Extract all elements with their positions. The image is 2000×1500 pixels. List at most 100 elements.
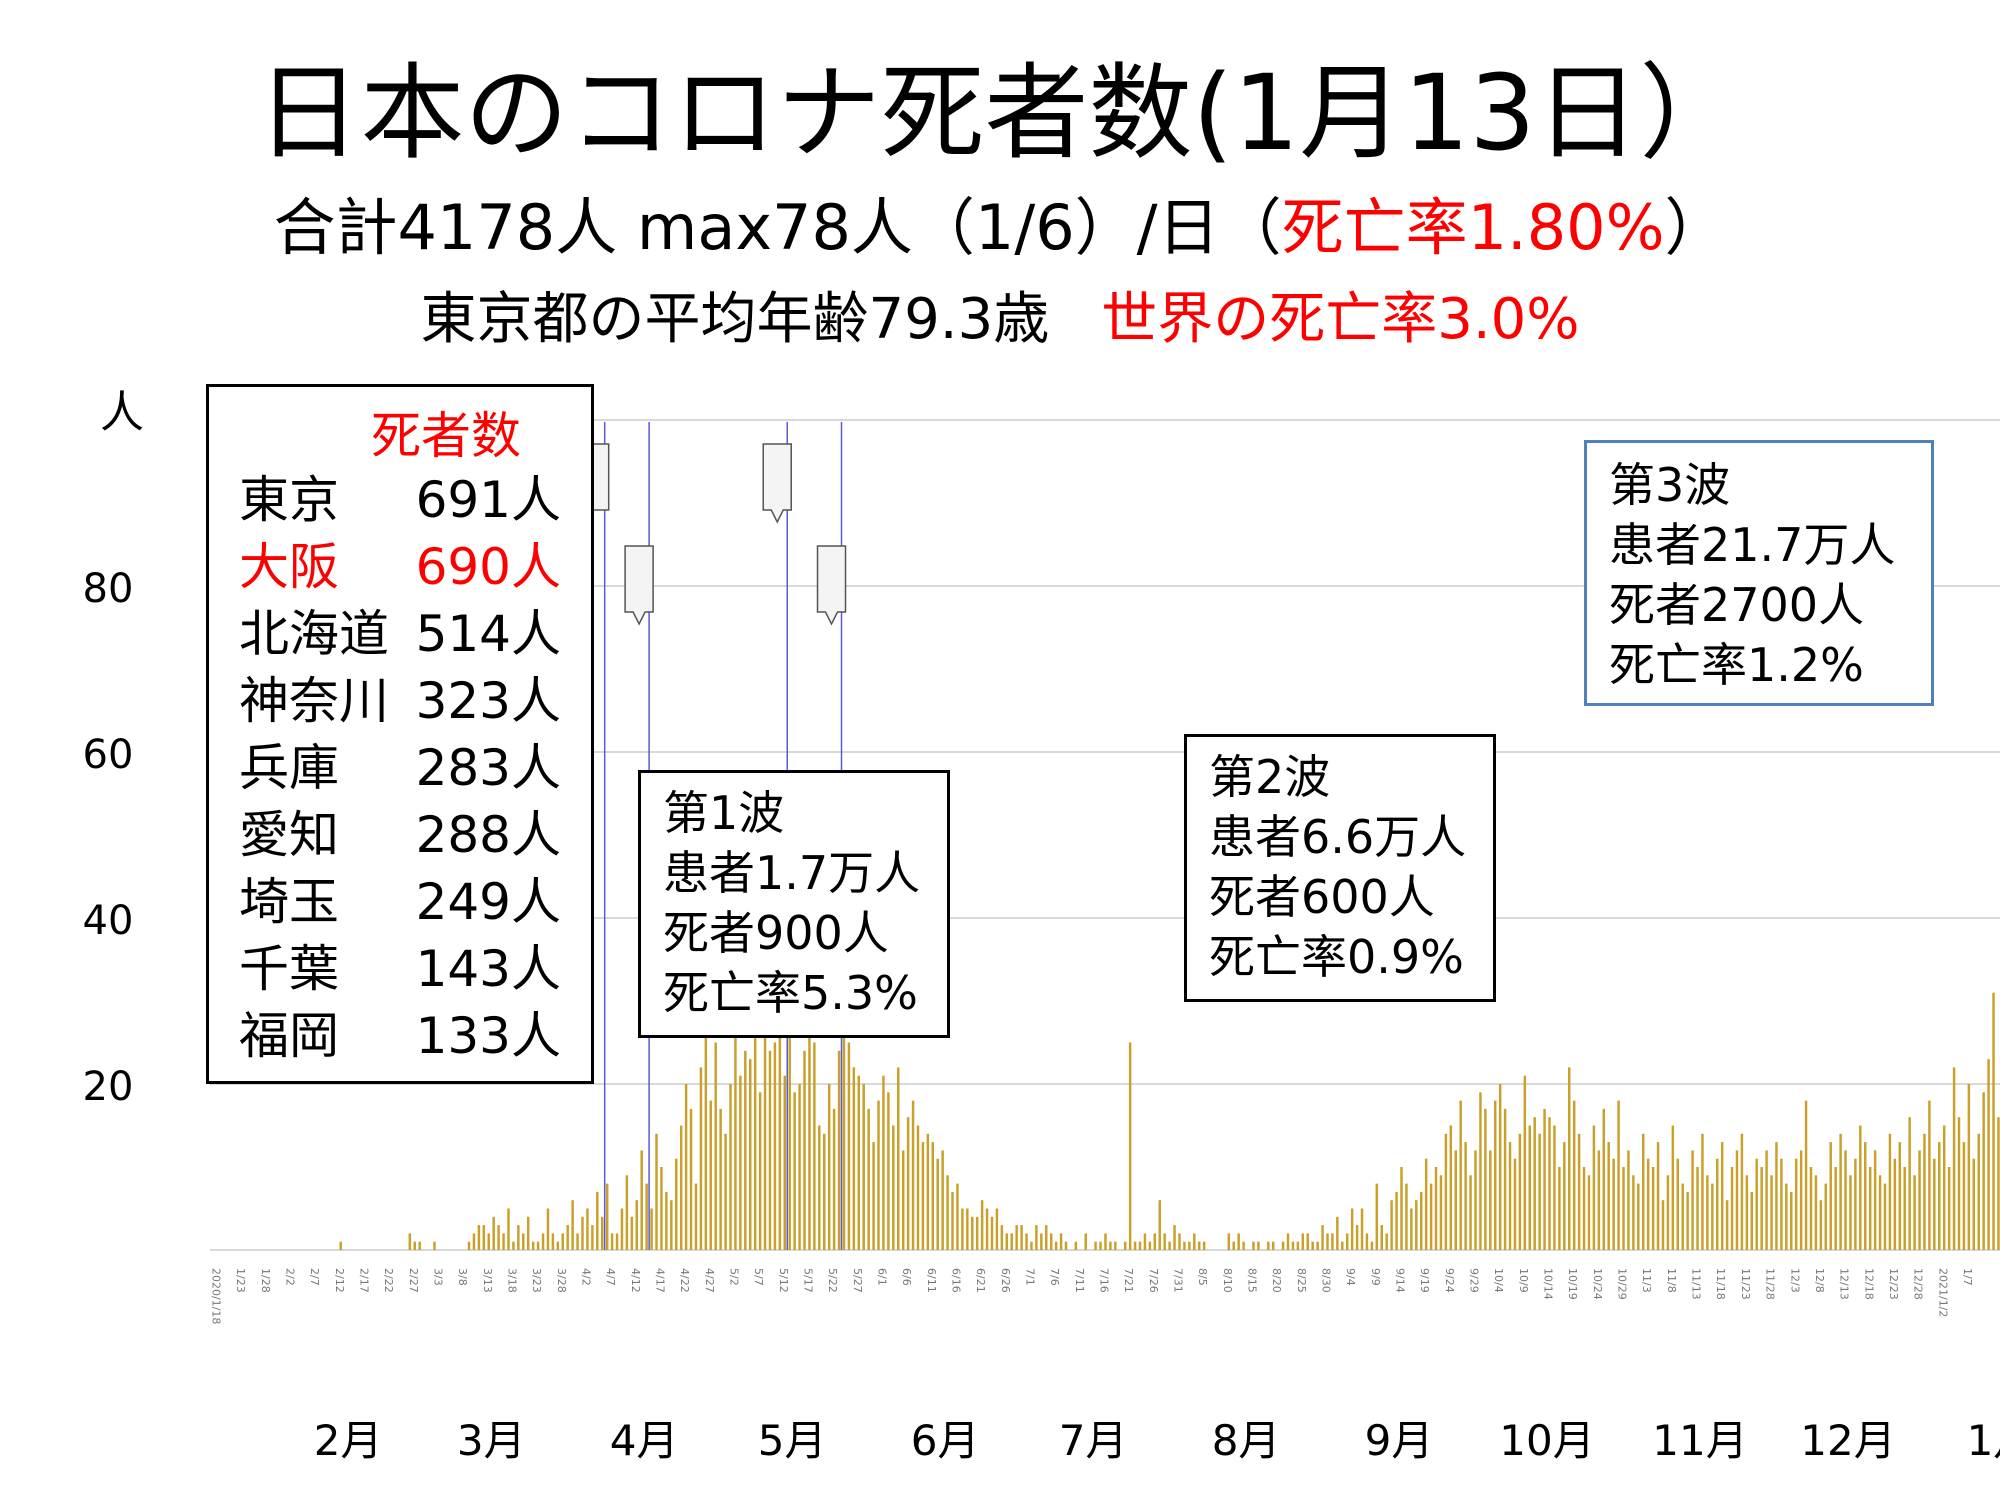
bar bbox=[1656, 1142, 1660, 1250]
month-label: 1月 bbox=[1967, 1416, 2000, 1465]
bar bbox=[1321, 1225, 1324, 1250]
bar bbox=[1385, 1233, 1388, 1250]
bar bbox=[1419, 1191, 1423, 1250]
month-label: 7月 bbox=[1059, 1416, 1128, 1465]
bar bbox=[1750, 1191, 1754, 1250]
wave2-deaths: 死者600人 bbox=[1209, 870, 1435, 924]
date-tick-label: 5/7 bbox=[752, 1268, 765, 1286]
bar bbox=[857, 1075, 861, 1250]
bar bbox=[502, 1233, 505, 1250]
wave3-rate: 死亡率1.2% bbox=[1609, 638, 1864, 692]
y-tick-label: 20 bbox=[83, 1064, 134, 1110]
bar bbox=[1035, 1225, 1038, 1250]
bar bbox=[492, 1216, 495, 1250]
bar bbox=[1745, 1175, 1749, 1250]
date-tick-label: 12/3 bbox=[1788, 1268, 1801, 1293]
wave1-patients: 患者1.7万人 bbox=[663, 846, 921, 900]
date-tick-label: 8/10 bbox=[1221, 1268, 1234, 1293]
bar bbox=[709, 1100, 713, 1250]
bar bbox=[1873, 1150, 1877, 1250]
date-tick-label: 4/2 bbox=[579, 1268, 592, 1286]
bar bbox=[1005, 1233, 1009, 1250]
bar bbox=[1804, 1100, 1808, 1250]
date-tick-label: 9/14 bbox=[1394, 1268, 1407, 1293]
month-labels: 2月 3月 4月 5月 6月 7月 8月 9月 10月 11月 12月 1月 bbox=[314, 1416, 2000, 1465]
bar bbox=[1523, 1075, 1527, 1250]
bar bbox=[1030, 1241, 1033, 1250]
bar bbox=[665, 1191, 668, 1250]
bar bbox=[1928, 1100, 1931, 1250]
bar bbox=[887, 1092, 890, 1250]
bar bbox=[1153, 1233, 1157, 1250]
date-tick-label: 12/23 bbox=[1887, 1268, 1900, 1300]
prefecture-count: 323人 bbox=[415, 672, 561, 730]
bar bbox=[1375, 1183, 1379, 1250]
bar bbox=[832, 1108, 836, 1250]
date-tick-label: 11/13 bbox=[1690, 1268, 1703, 1300]
bar bbox=[1997, 1117, 2000, 1250]
prefecture-name: 福岡 bbox=[239, 1007, 339, 1065]
bar bbox=[1395, 1191, 1398, 1250]
bar bbox=[413, 1241, 416, 1250]
bar bbox=[1237, 1233, 1240, 1250]
bar bbox=[660, 1167, 663, 1250]
bar bbox=[1513, 1158, 1517, 1250]
bar bbox=[724, 1133, 727, 1250]
bar bbox=[1049, 1233, 1053, 1250]
month-label: 12月 bbox=[1800, 1416, 1895, 1465]
bar bbox=[1138, 1241, 1142, 1250]
bar bbox=[798, 1084, 801, 1250]
bar bbox=[778, 959, 782, 1250]
bar bbox=[1706, 1175, 1709, 1250]
bar bbox=[1844, 1150, 1847, 1250]
wave2-rate: 死亡率0.9% bbox=[1209, 930, 1464, 984]
date-tick-label: 1/7 bbox=[1961, 1268, 1974, 1286]
prefecture-count: 283人 bbox=[415, 739, 561, 797]
prefecture-row: 大阪 690人 bbox=[231, 534, 591, 601]
bar bbox=[763, 992, 767, 1250]
bar bbox=[1646, 1158, 1650, 1250]
date-tick-label: 8/15 bbox=[1246, 1268, 1259, 1293]
bar bbox=[497, 1225, 500, 1250]
bar bbox=[591, 1225, 594, 1250]
bar bbox=[1518, 1133, 1522, 1250]
prefecture-name: 兵庫 bbox=[239, 739, 339, 797]
bar bbox=[852, 1067, 856, 1250]
bar bbox=[1059, 1233, 1063, 1250]
bar bbox=[526, 1216, 530, 1250]
bar bbox=[467, 1241, 471, 1250]
y-axis-labels: 20 40 60 80 bbox=[83, 566, 134, 1110]
bar bbox=[1952, 1067, 1956, 1250]
date-tick-label: 3/18 bbox=[505, 1268, 518, 1293]
bar bbox=[586, 1208, 589, 1250]
date-tick-label: 4/12 bbox=[629, 1268, 642, 1293]
bar bbox=[1084, 1233, 1087, 1250]
bar bbox=[1780, 1158, 1783, 1250]
bar bbox=[1637, 1183, 1640, 1250]
bar bbox=[1010, 1233, 1013, 1250]
bar bbox=[433, 1241, 436, 1250]
bar bbox=[1839, 1133, 1842, 1250]
date-tick-label: 5/2 bbox=[728, 1268, 741, 1286]
bar bbox=[630, 1216, 634, 1250]
subtitle-close: ） bbox=[1664, 191, 1727, 264]
bar bbox=[635, 1200, 638, 1250]
bar bbox=[1770, 1175, 1773, 1250]
bar bbox=[1908, 1117, 1911, 1250]
date-tick-label: 7/31 bbox=[1172, 1268, 1185, 1293]
date-tick-label: 9/24 bbox=[1443, 1268, 1456, 1293]
bar bbox=[1972, 1158, 1976, 1250]
bar bbox=[1888, 1133, 1892, 1250]
date-tick-label: 2/7 bbox=[308, 1268, 321, 1286]
y-tick-label: 80 bbox=[83, 566, 134, 612]
bar bbox=[897, 1067, 900, 1250]
bar bbox=[1015, 1225, 1018, 1250]
bar bbox=[872, 1142, 875, 1250]
bar bbox=[1696, 1167, 1699, 1250]
date-tick-label: 7/16 bbox=[1098, 1268, 1111, 1293]
date-tick-label: 7/26 bbox=[1147, 1268, 1160, 1293]
wave1-box: 第1波 患者1.7万人 死者900人 死亡率5.3% bbox=[638, 770, 950, 1038]
bar bbox=[1444, 1133, 1448, 1250]
bar bbox=[1765, 1150, 1768, 1250]
bar bbox=[1725, 1200, 1729, 1250]
